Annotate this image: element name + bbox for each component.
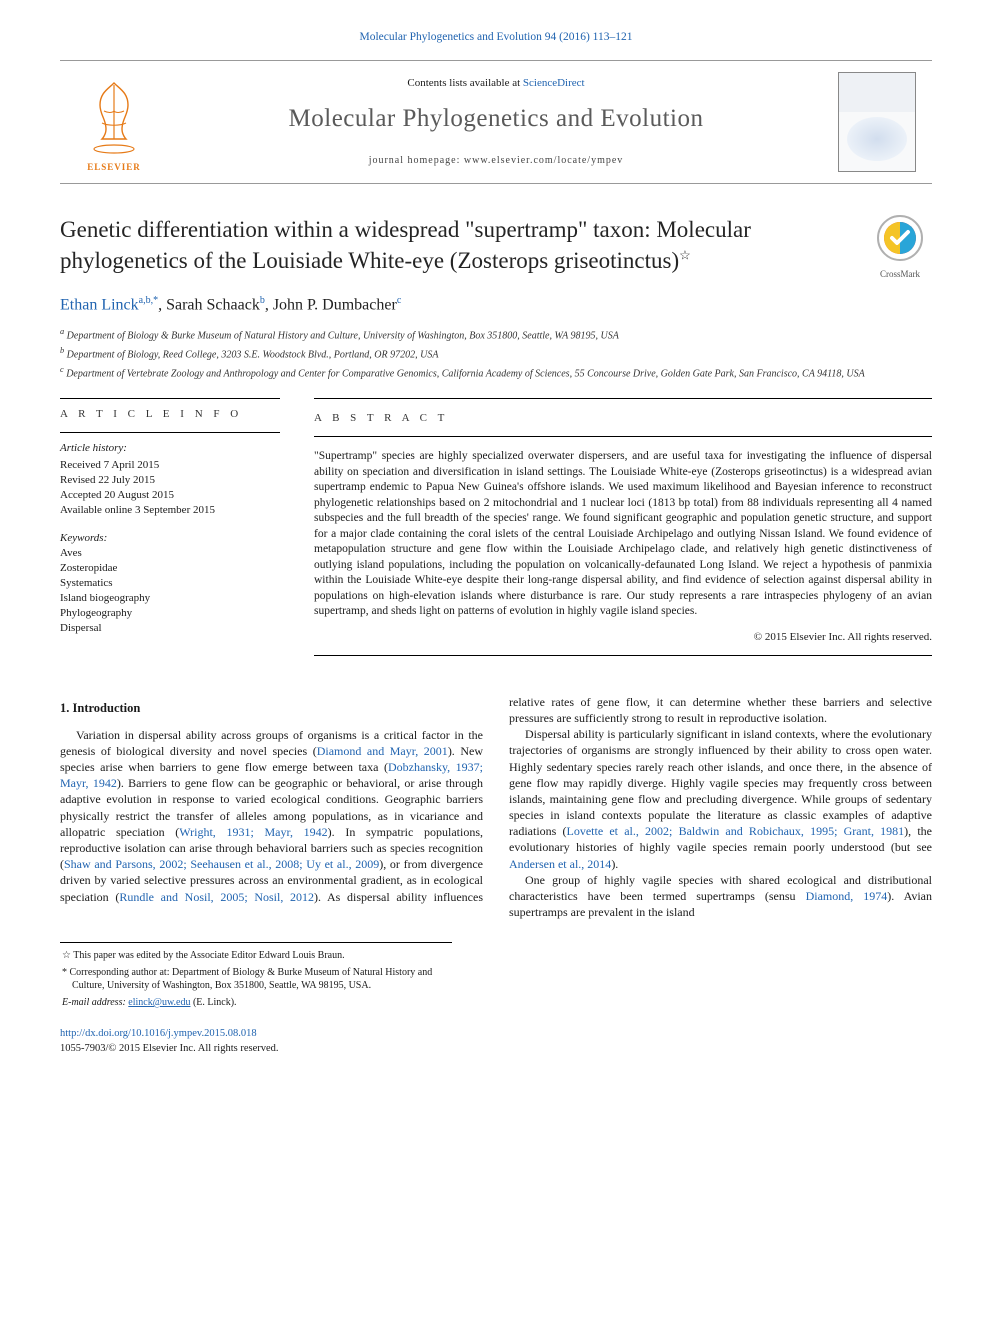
article-title: Genetic differentiation within a widespr… <box>60 214 850 276</box>
author-name: John P. Dumbacher <box>273 296 397 313</box>
top-journal-citation: Molecular Phylogenetics and Evolution 94… <box>60 30 932 46</box>
footnote-corresponding: * Corresponding author at: Department of… <box>60 966 452 993</box>
keywords-heading: Keywords: <box>60 531 280 546</box>
history-line: Accepted 20 August 2015 <box>60 488 280 503</box>
affil-text: Department of Biology, Reed College, 320… <box>67 349 439 360</box>
title-footnote-marker: ☆ <box>679 247 691 262</box>
citation-link[interactable]: Wright, 1931; Mayr, 1942 <box>179 825 327 839</box>
author-markers: c <box>397 295 401 306</box>
crossmark-icon <box>876 214 924 262</box>
history-heading: Article history: <box>60 441 280 456</box>
sciencedirect-link[interactable]: ScienceDirect <box>523 77 585 89</box>
history-line: Received 7 April 2015 <box>60 458 280 473</box>
abstract-copyright: © 2015 Elsevier Inc. All rights reserved… <box>314 630 932 645</box>
article-info-block: A R T I C L E I N F O Article history: R… <box>60 398 280 667</box>
history-line: Available online 3 September 2015 <box>60 503 280 518</box>
abstract-text: "Supertramp" species are highly speciali… <box>314 449 932 620</box>
journal-cover-thumb <box>838 72 916 172</box>
affiliations: a Department of Biology & Burke Museum o… <box>60 326 932 380</box>
contents-pre-text: Contents lists available at <box>407 77 522 89</box>
crossmark-badge[interactable]: CrossMark <box>868 214 932 280</box>
publisher-name: ELSEVIER <box>74 161 154 173</box>
email-link[interactable]: elinck@uw.edu <box>128 997 190 1008</box>
section-title: Introduction <box>73 701 141 715</box>
article-title-text: Genetic differentiation within a widespr… <box>60 217 751 273</box>
issn-copyright: 1055-7903/© 2015 Elsevier Inc. All right… <box>60 1043 279 1054</box>
affil-text: Department of Vertebrate Zoology and Ant… <box>66 368 865 379</box>
keyword: Systematics <box>60 576 280 591</box>
doi-link[interactable]: http://dx.doi.org/10.1016/j.ympev.2015.0… <box>60 1028 257 1039</box>
keyword: Dispersal <box>60 621 280 636</box>
email-label: E-mail address: <box>62 997 126 1008</box>
citation-link[interactable]: Diamond and Mayr, 2001 <box>317 744 448 758</box>
body-paragraph: Dispersal ability is particularly signif… <box>509 726 932 872</box>
keyword: Zosteropidae <box>60 561 280 576</box>
affil-marker: c <box>60 365 64 374</box>
affil-marker: a <box>60 327 64 336</box>
citation-link[interactable]: Andersen et al., 2014 <box>509 857 611 871</box>
author-list: Ethan Lincka,b,*, Sarah Schaackb, John P… <box>60 294 932 316</box>
abstract-block: A B S T R A C T "Supertramp" species are… <box>314 398 932 667</box>
keywords-list: Aves Zosteropidae Systematics Island bio… <box>60 546 280 635</box>
affiliation: b Department of Biology, Reed College, 3… <box>60 345 932 362</box>
doi-block: http://dx.doi.org/10.1016/j.ympev.2015.0… <box>60 1027 932 1055</box>
footnote-editor: ☆ This paper was edited by the Associate… <box>60 949 452 963</box>
publisher-logo-block: ELSEVIER <box>74 71 154 173</box>
article-body: 1. Introduction Variation in dispersal a… <box>60 694 932 921</box>
abstract-heading: A B S T R A C T <box>314 411 932 426</box>
article-info-heading: A R T I C L E I N F O <box>60 407 280 422</box>
elsevier-tree-icon <box>74 71 154 161</box>
section-number: 1. <box>60 701 69 715</box>
body-paragraph: One group of highly vagile species with … <box>509 872 932 921</box>
citation-link[interactable]: Lovette et al., 2002; Baldwin and Robich… <box>567 824 905 838</box>
body-text: Dispersal ability is particularly signif… <box>509 727 932 838</box>
author-name: Sarah Schaack <box>166 296 260 313</box>
affil-text: Department of Biology & Burke Museum of … <box>67 330 619 341</box>
affil-marker: b <box>60 346 64 355</box>
body-text: ). <box>611 857 618 871</box>
author-link[interactable]: Ethan Linck <box>60 296 139 313</box>
footnote-email: E-mail address: elinck@uw.edu (E. Linck)… <box>60 996 452 1010</box>
author-markers: b <box>260 295 265 306</box>
keyword: Phylogeography <box>60 606 280 621</box>
contents-lists-line: Contents lists available at ScienceDirec… <box>168 76 824 91</box>
citation-link[interactable]: Diamond, 1974 <box>806 889 888 903</box>
citation-link[interactable]: Rundle and Nosil, 2005; Nosil, 2012 <box>119 890 314 904</box>
journal-name: Molecular Phylogenetics and Evolution <box>168 102 824 136</box>
affiliation: c Department of Vertebrate Zoology and A… <box>60 364 932 381</box>
footnotes: ☆ This paper was edited by the Associate… <box>60 942 452 1009</box>
footnote-text: This paper was edited by the Associate E… <box>73 950 344 961</box>
keyword: Island biogeography <box>60 591 280 606</box>
keyword: Aves <box>60 546 280 561</box>
journal-homepage: journal homepage: www.elsevier.com/locat… <box>168 154 824 168</box>
journal-masthead: ELSEVIER Contents lists available at Sci… <box>60 60 932 184</box>
masthead-center: Contents lists available at ScienceDirec… <box>168 76 824 168</box>
affiliation: a Department of Biology & Burke Museum o… <box>60 326 932 343</box>
footnote-text: Corresponding author at: Department of B… <box>70 967 433 992</box>
history-line: Revised 22 July 2015 <box>60 473 280 488</box>
section-heading: 1. Introduction <box>60 700 483 717</box>
email-attribution: (E. Linck). <box>193 997 237 1008</box>
crossmark-label: CrossMark <box>868 268 932 280</box>
author-markers: a,b,* <box>139 295 158 306</box>
author-name: Ethan Linck <box>60 296 139 313</box>
citation-link[interactable]: Shaw and Parsons, 2002; Seehausen et al.… <box>64 857 379 871</box>
